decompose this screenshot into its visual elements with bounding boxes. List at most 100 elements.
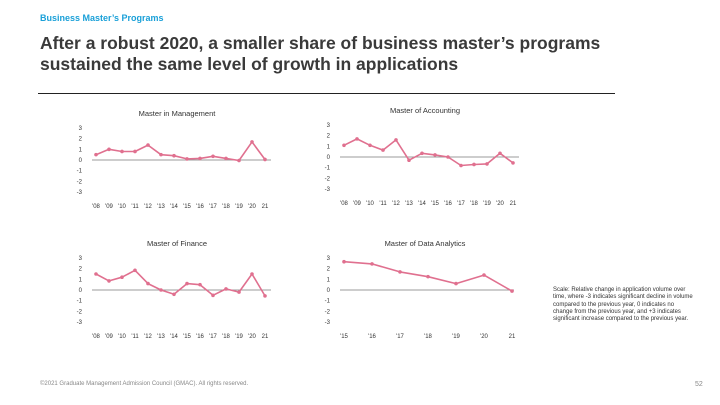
y-tick-label: -2 <box>77 309 83 315</box>
x-tick-label: '13 <box>157 204 165 210</box>
page-title: After a robust 2020, a smaller share of … <box>40 33 601 74</box>
chart-title: Master of Data Analytics <box>385 239 466 248</box>
y-tick-label: -1 <box>325 166 331 172</box>
x-tick-label: '09 <box>105 204 113 210</box>
y-tick-label: 3 <box>79 126 83 132</box>
chart-title: Master in Management <box>139 109 217 118</box>
data-point <box>94 152 98 157</box>
data-point <box>250 140 254 144</box>
data-point <box>120 275 124 279</box>
x-tick-label: '20 <box>248 334 256 340</box>
data-point <box>198 156 202 161</box>
data-point <box>120 149 124 154</box>
y-tick-label: -3 <box>77 320 83 326</box>
x-tick-label: 21 <box>509 334 516 340</box>
x-tick-label: '18 <box>222 334 230 340</box>
data-point <box>498 151 502 156</box>
y-tick-label: 1 <box>327 277 331 283</box>
y-tick-label: 2 <box>327 134 331 140</box>
title-divider <box>38 93 615 94</box>
data-point <box>472 162 476 167</box>
x-tick-label: '19 <box>235 334 243 340</box>
page-number: 52 <box>695 381 703 388</box>
data-point <box>224 156 228 161</box>
data-point <box>368 143 372 148</box>
y-tick-label: -1 <box>77 299 83 305</box>
x-tick-label: '20 <box>248 204 256 210</box>
x-tick-label: '19 <box>452 334 460 340</box>
x-tick-label: '09 <box>353 201 361 207</box>
x-tick-label: '16 <box>196 334 204 340</box>
series-line <box>95 269 266 297</box>
data-point <box>263 294 267 298</box>
x-tick-label: '12 <box>144 334 152 340</box>
x-tick-label: '19 <box>483 201 491 207</box>
x-tick-label: '16 <box>444 201 452 207</box>
data-point <box>511 161 515 165</box>
data-point <box>485 162 489 166</box>
chart-title: Master of Finance <box>147 239 207 248</box>
data-point <box>459 163 463 168</box>
data-point <box>394 138 398 142</box>
x-tick-label: '18 <box>470 201 478 207</box>
y-tick-label: -2 <box>325 309 331 315</box>
series-line <box>95 141 266 162</box>
data-point <box>146 281 150 286</box>
y-tick-label: 3 <box>79 256 83 262</box>
x-tick-label: '14 <box>418 201 426 207</box>
data-point <box>407 158 411 162</box>
data-point <box>224 287 228 291</box>
section-kicker: Business Master’s Programs <box>40 13 164 23</box>
data-point <box>185 157 189 161</box>
y-tick-label: 1 <box>327 144 331 150</box>
data-point <box>146 143 150 147</box>
copyright-footer: ©2021 Graduate Management Admission Coun… <box>40 381 249 387</box>
y-tick-label: 2 <box>327 267 331 273</box>
x-tick-label: '15 <box>340 334 348 340</box>
x-tick-label: '18 <box>424 334 432 340</box>
data-point <box>94 272 98 276</box>
x-tick-label: '14 <box>170 204 178 210</box>
data-point <box>133 149 137 154</box>
y-tick-label: -3 <box>325 187 331 193</box>
x-tick-label: '10 <box>118 204 126 210</box>
data-point <box>446 155 450 159</box>
y-tick-label: 2 <box>79 137 83 143</box>
data-point <box>159 288 163 292</box>
data-point <box>420 151 424 156</box>
y-tick-label: -3 <box>77 190 83 196</box>
data-point <box>172 292 176 297</box>
x-tick-label: '08 <box>92 204 100 210</box>
data-point <box>211 154 215 159</box>
data-point <box>355 137 359 141</box>
data-point <box>159 152 163 157</box>
data-point <box>510 289 514 293</box>
y-tick-label: -1 <box>77 169 83 175</box>
chart-title: Master of Accounting <box>390 106 460 115</box>
x-tick-label: '10 <box>118 334 126 340</box>
data-point <box>107 147 111 152</box>
data-point <box>237 290 241 294</box>
x-tick-label: '18 <box>222 204 230 210</box>
data-point <box>211 293 215 298</box>
y-tick-label: 0 <box>79 158 83 164</box>
y-tick-label: -2 <box>77 179 83 185</box>
data-point <box>342 259 346 264</box>
chart-master-of-data-analytics: Master of Data Analytics3210-1-2-3'15'16… <box>325 239 516 340</box>
x-tick-label: '12 <box>144 204 152 210</box>
y-tick-label: -2 <box>325 176 331 182</box>
data-point <box>454 281 458 286</box>
data-point <box>172 153 176 158</box>
data-point <box>250 272 254 276</box>
y-tick-label: 0 <box>327 155 331 161</box>
x-tick-label: '13 <box>405 201 413 207</box>
data-point <box>398 270 402 274</box>
data-point <box>342 143 346 148</box>
y-tick-label: 3 <box>327 123 331 129</box>
x-tick-label: '13 <box>157 334 165 340</box>
data-point <box>381 148 385 152</box>
x-tick-label: 21 <box>262 334 269 340</box>
x-tick-label: '15 <box>183 204 191 210</box>
